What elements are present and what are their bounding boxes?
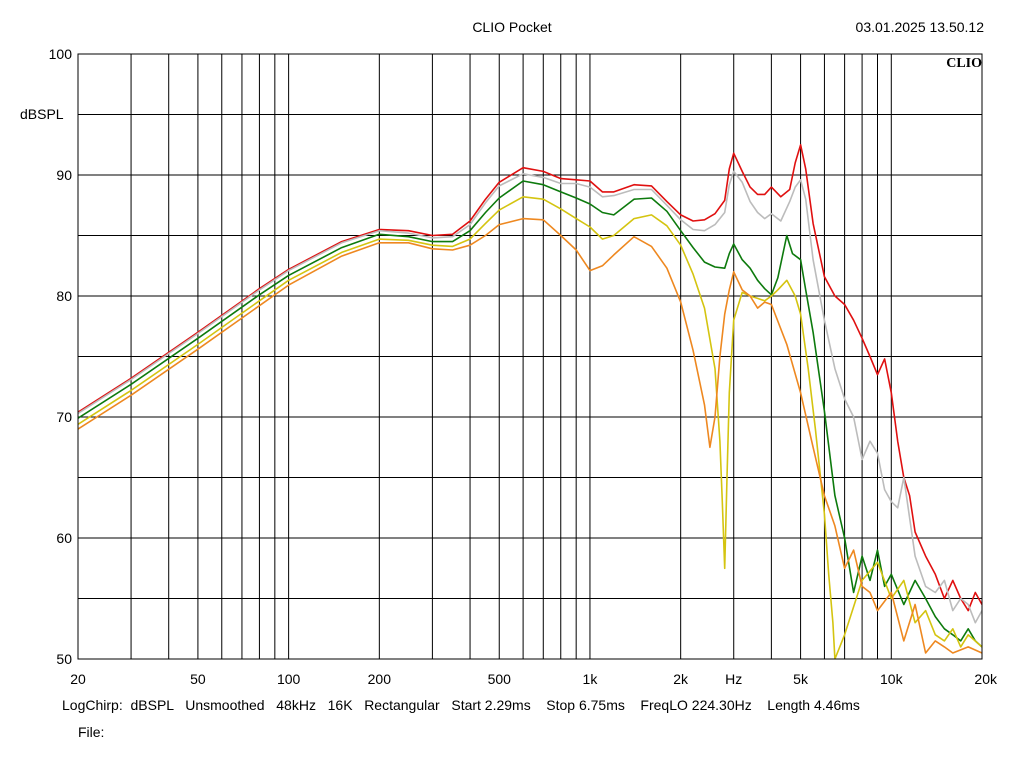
major-grid	[78, 54, 982, 659]
series-layer	[78, 144, 982, 659]
x-axis-tick-labels: 20 50 100 200 500 1k 2k Hz 5k 10k 20k	[70, 671, 998, 687]
x-tick-label: 10k	[880, 671, 904, 687]
timestamp: 03.01.2025 13.50.12	[855, 19, 984, 35]
x-tick-label: 500	[488, 671, 512, 687]
y-tick-label: 70	[56, 409, 72, 425]
y-tick-label: 80	[56, 288, 72, 304]
y-tick-label: 50	[56, 651, 72, 667]
x-tick-label: 20k	[974, 671, 998, 687]
x-tick-label: 20	[70, 671, 86, 687]
measurement-parameters: LogChirp: dBSPL Unsmoothed 48kHz 16K Rec…	[62, 697, 860, 713]
series-line-1	[78, 144, 982, 612]
y-axis-tick-labels: 100 90 80 70 60 50	[49, 46, 73, 667]
x-tick-label: 50	[190, 671, 206, 687]
x-tick-label: 5k	[793, 671, 809, 687]
chart-title: CLIO Pocket	[472, 19, 552, 35]
series-line-3	[78, 180, 982, 648]
x-tick-label: 200	[368, 671, 392, 687]
y-tick-label: 90	[56, 167, 72, 183]
x-tick-label: Hz	[725, 671, 742, 687]
series-line-5	[78, 217, 982, 654]
y-axis-label: dBSPL	[20, 106, 64, 122]
x-tick-label: 1k	[583, 671, 599, 687]
series-line-4	[78, 196, 982, 659]
x-tick-label: 2k	[673, 671, 689, 687]
file-label: File:	[78, 724, 105, 740]
series-line-2	[78, 170, 982, 624]
x-tick-label: 100	[277, 671, 301, 687]
y-tick-label: 60	[56, 530, 72, 546]
plot-frame	[77, 53, 983, 660]
brand-mark: CLIO	[946, 56, 982, 71]
y-tick-label: 100	[49, 46, 73, 62]
